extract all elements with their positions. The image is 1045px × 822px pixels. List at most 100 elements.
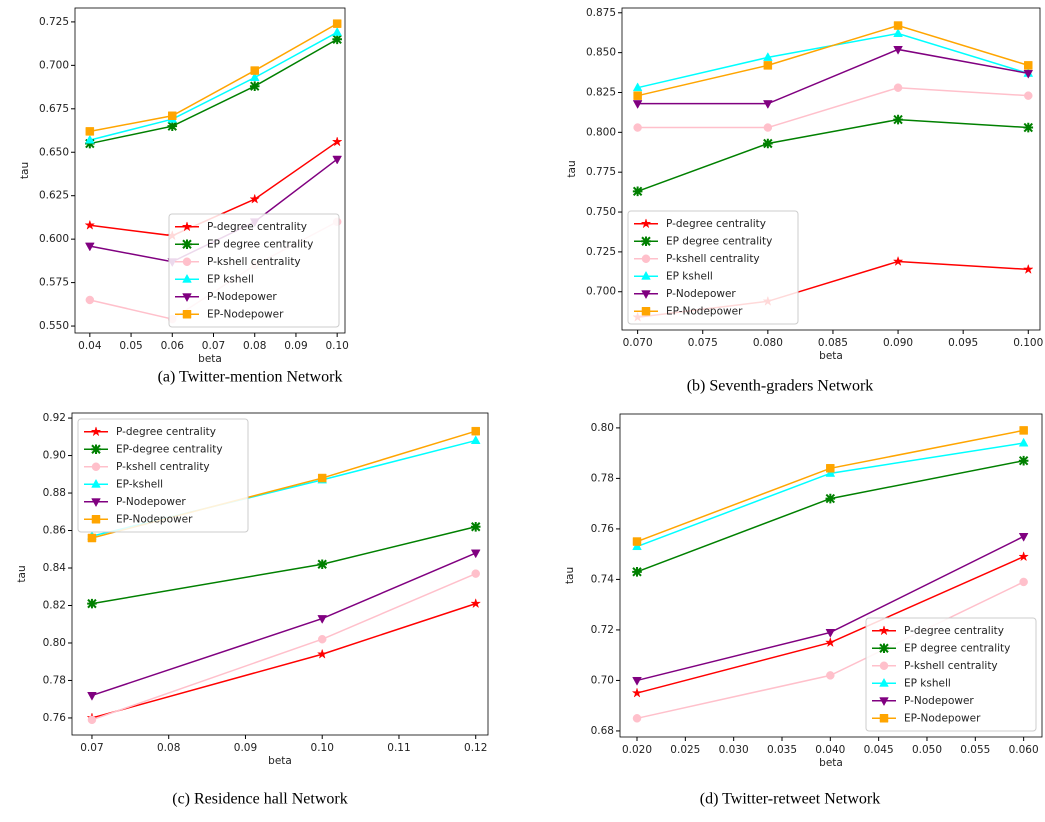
- legend: P-degree centrality EP degree centrality P…: [865, 617, 1037, 732]
- y-tick-label: 0.82: [43, 599, 66, 611]
- legend-label: EP degree centrality: [207, 238, 313, 250]
- marker: [182, 273, 192, 283]
- legend-label: EP-Nodepower: [904, 712, 981, 724]
- x-tick-label: 0.10: [311, 742, 334, 754]
- legend-label: EP degree centrality: [666, 235, 772, 247]
- marker: [825, 468, 836, 477]
- x-tick-label: 0.080: [753, 337, 783, 349]
- marker: [182, 257, 192, 266]
- y-tick-label: 0.800: [586, 126, 616, 138]
- legend-label: EP kshell: [666, 270, 713, 282]
- marker: [317, 634, 327, 644]
- x-tick-label: 0.04: [78, 340, 102, 352]
- legend: P-degree centrality EP degree centrality P…: [168, 213, 340, 328]
- marker: [632, 100, 643, 109]
- marker: [878, 625, 890, 636]
- marker: [87, 533, 97, 543]
- y-tick-label: 0.92: [43, 412, 66, 424]
- marker: [85, 242, 95, 252]
- marker: [470, 597, 482, 609]
- marker: [87, 692, 97, 701]
- x-tick-label: 0.07: [202, 340, 225, 352]
- marker: [87, 598, 97, 609]
- x-tick-label: 0.09: [234, 742, 257, 754]
- legend-label: EP-degree centrality: [116, 443, 223, 455]
- x-tick-label: 0.08: [157, 742, 180, 754]
- marker: [317, 473, 327, 483]
- marker: [182, 239, 192, 250]
- y-tick-label: 0.74: [591, 573, 615, 585]
- legend-label: P-degree centrality: [666, 218, 766, 230]
- marker: [893, 83, 903, 92]
- legend-label: EP-Nodepower: [666, 305, 743, 317]
- marker: [826, 464, 835, 473]
- marker: [91, 498, 101, 508]
- marker: [763, 52, 773, 61]
- caption: (a) Twitter-mention Network: [158, 369, 343, 386]
- legend-label: P-degree centrality: [207, 221, 307, 233]
- legend-label: EP-Nodepower: [116, 513, 193, 525]
- y-tick-label: 0.725: [39, 16, 69, 28]
- x-tick-label: 0.10: [325, 340, 348, 352]
- legend-label: P-Nodepower: [904, 695, 974, 707]
- chart-panel: 0.04 0.05 0.06 0.07 0.08 0.09 0.10 0.550 0.575 0.…: [19, 7, 349, 386]
- marker: [182, 293, 192, 303]
- x-tick-label: 0.11: [387, 742, 410, 754]
- x-tick-label: 0.050: [912, 744, 942, 756]
- marker: [826, 671, 835, 680]
- y-tick-label: 0.80: [591, 422, 614, 434]
- y-tick-label: 0.775: [586, 166, 616, 178]
- x-tick-label: 0.08: [243, 340, 266, 352]
- legend-box: [865, 617, 1037, 732]
- legend-label: EP degree centrality: [904, 642, 1010, 654]
- y-tick-label: 0.72: [591, 624, 614, 636]
- marker: [470, 435, 481, 445]
- legend-label: EP kshell: [904, 677, 951, 689]
- legend-label: P-degree centrality: [904, 625, 1004, 637]
- x-tick-label: 0.070: [623, 337, 653, 349]
- marker: [471, 426, 480, 436]
- x-tick-label: 0.040: [815, 744, 845, 756]
- y-tick-label: 0.875: [586, 7, 616, 19]
- caption: (c) Residence hall Network: [172, 791, 347, 808]
- x-tick-label: 0.055: [960, 744, 990, 756]
- legend-label: EP-kshell: [116, 478, 163, 490]
- legend-label: EP kshell: [207, 273, 254, 285]
- marker: [317, 615, 328, 624]
- marker: [1019, 426, 1028, 435]
- y-tick-label: 0.825: [586, 86, 616, 98]
- chart-panel: 0.07 0.08 0.09 0.10 0.11 0.12 0.76 0.78 0.80 0.82…: [16, 412, 489, 808]
- x-tick-label: 0.085: [818, 337, 848, 349]
- y-tick-label: 0.80: [43, 637, 66, 649]
- marker: [879, 677, 889, 687]
- marker: [1018, 455, 1029, 466]
- marker: [763, 100, 773, 109]
- marker: [632, 82, 643, 92]
- x-tick-label: 0.100: [1013, 337, 1043, 349]
- marker: [471, 569, 480, 578]
- y-tick-label: 0.575: [39, 277, 69, 289]
- series-line: [637, 118, 1029, 193]
- y-axis-label: tau: [16, 565, 28, 582]
- legend-label: P-kshell centrality: [666, 253, 760, 265]
- legend-label: P-Nodepower: [207, 291, 277, 303]
- y-tick-label: 0.70: [591, 674, 614, 686]
- x-tick-label: 0.095: [948, 337, 978, 349]
- x-tick-label: 0.035: [767, 744, 797, 756]
- series-line: [89, 31, 338, 141]
- legend-label: P-degree centrality: [116, 426, 216, 438]
- legend: P-degree centrality EP-degree centrality P…: [77, 418, 249, 533]
- marker: [1022, 263, 1034, 274]
- x-tick-label: 0.12: [464, 742, 487, 754]
- marker: [893, 114, 903, 125]
- marker: [332, 155, 342, 165]
- series-line: [637, 24, 1029, 97]
- marker: [640, 218, 652, 229]
- x-tick-label: 0.075: [688, 337, 718, 349]
- y-tick-label: 0.725: [586, 246, 616, 258]
- marker: [182, 310, 192, 319]
- legend-label: P-kshell centrality: [116, 461, 210, 473]
- marker: [633, 91, 642, 100]
- marker: [91, 444, 101, 455]
